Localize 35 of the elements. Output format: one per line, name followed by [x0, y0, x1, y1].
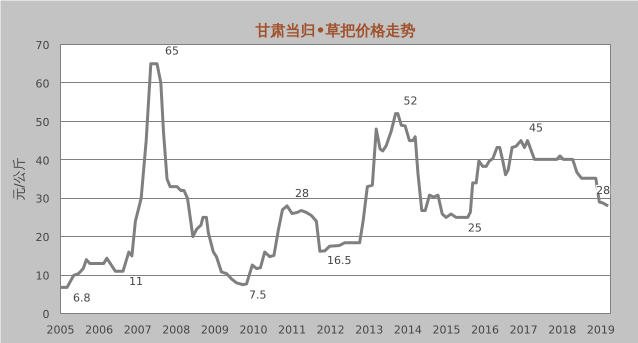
- x-tick-label: 2016: [471, 324, 500, 336]
- y-tick-label: 0: [42, 308, 50, 321]
- x-tick-label: 2012: [316, 324, 345, 336]
- x-tick-label: 2005: [46, 324, 75, 336]
- annotation: 65: [164, 44, 179, 58]
- x-tick-label: 2017: [510, 324, 538, 336]
- x-tick-label: 2015: [432, 324, 460, 336]
- x-tick-label: 2014: [394, 324, 422, 336]
- x-tick-label: 2018: [548, 324, 576, 336]
- annotation: 52: [404, 94, 418, 108]
- y-tick-label: 30: [36, 192, 50, 206]
- y-tick-label: 20: [36, 231, 50, 244]
- annotation: 6.8: [73, 291, 91, 304]
- annotation: 28: [596, 184, 610, 197]
- y-tick-label: 60: [36, 77, 50, 90]
- x-tick-label: 2019: [586, 324, 615, 336]
- y-tick-label: 70: [36, 39, 50, 52]
- x-tick-label: 2013: [355, 324, 384, 336]
- annotation: 28: [295, 186, 310, 200]
- x-tick-label: 2010: [239, 324, 268, 336]
- annotation: 45: [528, 122, 543, 135]
- annotation: 11: [129, 275, 144, 288]
- annotation: 7.5: [249, 288, 267, 302]
- chart-title: 甘肃当归•草把价格走势: [254, 22, 416, 40]
- y-tick-label: 40: [36, 154, 50, 168]
- x-tick-label: 2008: [162, 324, 190, 336]
- annotation: 25: [468, 221, 482, 234]
- x-tick-label: 2007: [124, 324, 152, 336]
- y-tick-label: 50: [36, 116, 50, 129]
- annotation: 16.5: [327, 254, 352, 268]
- x-tick-label: 2006: [85, 324, 114, 336]
- y-tick-label: 10: [36, 270, 50, 283]
- y-axis-title: 元/公斤: [12, 157, 28, 201]
- x-tick-label: 2011: [278, 324, 306, 336]
- x-tick-label: 2009: [200, 324, 229, 336]
